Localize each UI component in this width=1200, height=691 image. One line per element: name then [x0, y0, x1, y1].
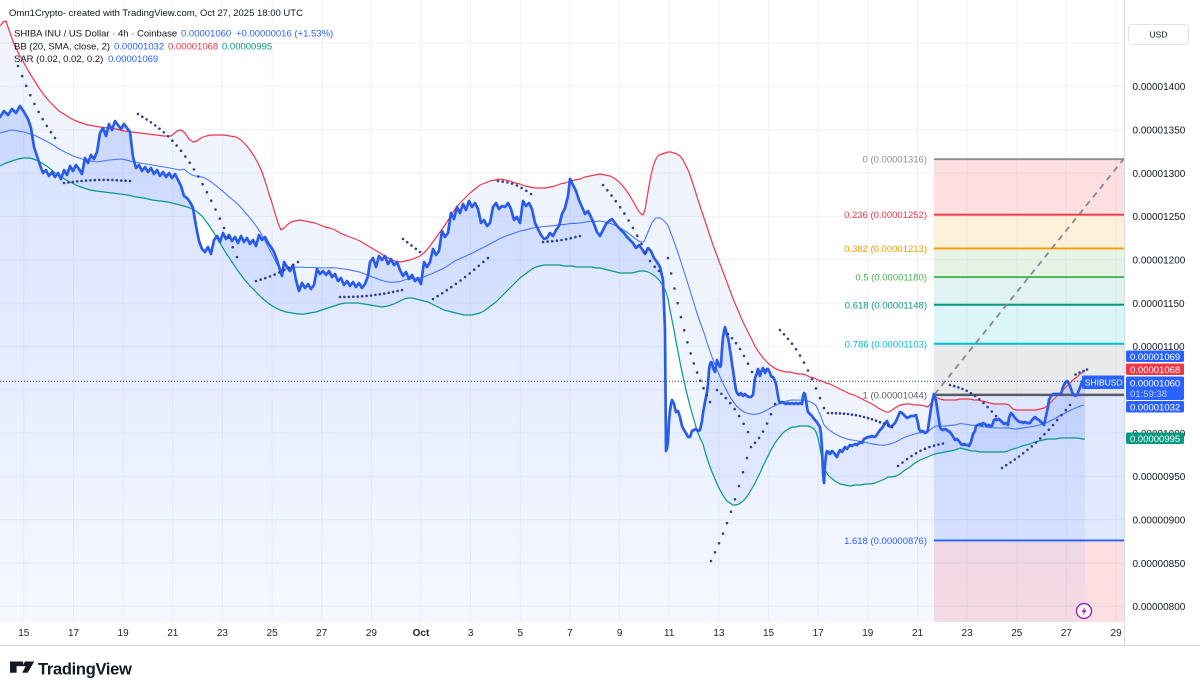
svg-text:0.00001060: 0.00001060: [181, 29, 231, 40]
svg-text:0.00001068: 0.00001068: [1130, 365, 1180, 376]
svg-text:25: 25: [267, 628, 279, 639]
svg-text:0.00000850: 0.00000850: [1133, 559, 1186, 570]
svg-text:0.00001060: 0.00001060: [1130, 378, 1180, 389]
svg-text:01:59:38: 01:59:38: [1130, 389, 1167, 400]
svg-text:USD: USD: [1150, 30, 1168, 40]
svg-text:0.00001350: 0.00001350: [1133, 126, 1186, 137]
svg-text:25: 25: [1011, 628, 1023, 639]
svg-text:17: 17: [68, 628, 80, 639]
svg-text:0.00000950: 0.00000950: [1133, 472, 1186, 483]
svg-text:0.00001032: 0.00001032: [1130, 402, 1180, 413]
svg-text:0 (0.00001316): 0 (0.00001316): [863, 155, 927, 166]
svg-text:0.00000995: 0.00000995: [222, 42, 272, 53]
svg-text:0.236 (0.00001252): 0.236 (0.00001252): [844, 210, 927, 221]
svg-text:0.00000995: 0.00000995: [1130, 434, 1180, 445]
svg-text:Omn1Crypto- created with Tradi: Omn1Crypto- created with TradingView.com…: [9, 8, 303, 19]
svg-text:19: 19: [118, 628, 130, 639]
svg-text:0.00001400: 0.00001400: [1133, 82, 1186, 93]
svg-text:27: 27: [316, 628, 328, 639]
svg-text:0.00001200: 0.00001200: [1133, 256, 1186, 267]
svg-text:5: 5: [518, 628, 524, 639]
svg-text:23: 23: [217, 628, 229, 639]
svg-text:SHIBA INU / US Dollar · 4h · C: SHIBA INU / US Dollar · 4h · Coinbase: [14, 29, 177, 40]
svg-text:11: 11: [664, 628, 675, 639]
svg-text:0.786 (0.00001103): 0.786 (0.00001103): [845, 339, 927, 350]
svg-text:0.382 (0.00001213): 0.382 (0.00001213): [844, 244, 927, 255]
svg-text:13: 13: [713, 628, 725, 639]
svg-text:0.00000900: 0.00000900: [1133, 515, 1186, 526]
svg-text:0.5 (0.00001180): 0.5 (0.00001180): [855, 273, 927, 284]
svg-text:SAR (0.02, 0.02, 0.2): SAR (0.02, 0.02, 0.2): [14, 54, 103, 65]
svg-text:17: 17: [813, 628, 825, 639]
svg-text:0.00001100: 0.00001100: [1133, 342, 1186, 353]
svg-text:15: 15: [18, 628, 30, 639]
svg-text:15: 15: [763, 628, 775, 639]
svg-text:0.00001069: 0.00001069: [1130, 352, 1180, 363]
svg-text:1 (0.00001044): 1 (0.00001044): [863, 390, 927, 401]
svg-text:0.00001300: 0.00001300: [1133, 169, 1186, 180]
svg-text:1.618 (0.00000876): 1.618 (0.00000876): [844, 536, 927, 547]
svg-text:0.00001069: 0.00001069: [108, 54, 158, 65]
svg-text:TradingView: TradingView: [38, 661, 132, 679]
svg-text:+0.00000016 (+1.53%): +0.00000016 (+1.53%): [236, 29, 333, 40]
svg-text:0.00001032: 0.00001032: [114, 42, 164, 53]
svg-text:21: 21: [912, 628, 924, 639]
svg-text:7: 7: [567, 628, 573, 639]
svg-text:29: 29: [366, 628, 378, 639]
svg-text:3: 3: [468, 628, 474, 639]
svg-text:0.00001250: 0.00001250: [1133, 212, 1186, 223]
svg-text:21: 21: [167, 628, 179, 639]
svg-text:BB (20, SMA, close, 2): BB (20, SMA, close, 2): [14, 42, 110, 53]
svg-text:29: 29: [1111, 628, 1123, 639]
svg-text:SHIBUSD: SHIBUSD: [1085, 377, 1123, 387]
svg-text:0.618 (0.00001148): 0.618 (0.00001148): [845, 300, 927, 311]
svg-text:27: 27: [1061, 628, 1073, 639]
svg-text:0.00001068: 0.00001068: [168, 42, 218, 53]
svg-text:9: 9: [617, 628, 623, 639]
svg-text:19: 19: [862, 628, 874, 639]
svg-text:Oct: Oct: [413, 628, 430, 639]
svg-text:23: 23: [962, 628, 974, 639]
svg-text:0.00001150: 0.00001150: [1133, 299, 1186, 310]
svg-text:0.00000800: 0.00000800: [1133, 602, 1186, 613]
